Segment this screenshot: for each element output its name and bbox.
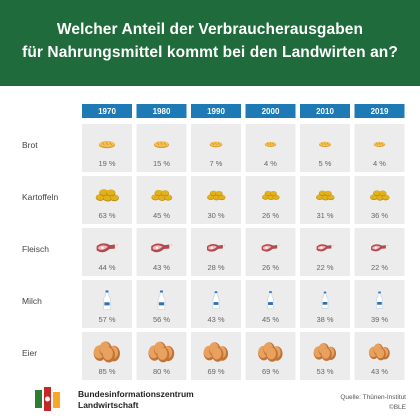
year-label-2010: 2010: [316, 107, 334, 116]
potato-icon: [262, 190, 280, 201]
year-tab-1990: [191, 104, 241, 118]
egg-icon: [148, 341, 175, 363]
meat-icon: [96, 243, 118, 253]
value-label: 56 %: [153, 315, 170, 324]
value-label: 39 %: [371, 315, 388, 324]
row-label-brot: Brot: [22, 140, 38, 150]
milk-bottle-icon: [212, 291, 220, 310]
cell-background: [245, 228, 296, 276]
value-label: 7 %: [210, 159, 223, 168]
cell-background: [300, 228, 350, 276]
value-label: 19 %: [98, 159, 115, 168]
meat-icon: [206, 244, 226, 252]
row-label-milch: Milch: [22, 296, 42, 306]
copyright-text: ©BLE: [388, 404, 406, 411]
value-label: 63 %: [98, 211, 115, 220]
value-label: 31 %: [316, 211, 333, 220]
value-label: 80 %: [153, 367, 170, 376]
meat-icon: [316, 244, 334, 252]
value-label: 22 %: [316, 263, 333, 272]
org-name-line-1: Bundesinformationszentrum: [78, 389, 194, 399]
cell-background: [191, 228, 241, 276]
year-label-1990: 1990: [207, 107, 225, 116]
value-label: 85 %: [98, 367, 115, 376]
value-label: 69 %: [262, 367, 279, 376]
egg-icon: [368, 343, 390, 361]
page-title-line-1: Welcher Anteil der Verbraucherausgaben: [56, 21, 364, 38]
milk-bottle-icon: [321, 291, 329, 309]
value-label: 4 %: [373, 159, 386, 168]
value-label: 43 %: [371, 367, 388, 376]
value-label: 26 %: [262, 263, 279, 272]
value-label: 15 %: [153, 159, 170, 168]
egg-icon: [203, 342, 229, 362]
cell-background: [82, 228, 132, 276]
potato-icon: [207, 190, 226, 201]
cell-background: [354, 124, 405, 172]
egg-icon: [93, 341, 120, 363]
year-label-1970: 1970: [98, 107, 116, 116]
value-label: 4 %: [264, 159, 277, 168]
ble-logo-icon: [35, 387, 60, 411]
year-tab-2010: [300, 104, 350, 118]
row-label-kartoffeln: Kartoffeln: [22, 192, 59, 202]
potato-icon: [316, 190, 335, 201]
cell-background: [191, 124, 241, 172]
milk-bottle-icon: [103, 290, 111, 310]
value-label: 43 %: [153, 263, 170, 272]
cell-background: [354, 228, 405, 276]
bread-icon: [153, 141, 170, 149]
value-label: 44 %: [98, 263, 115, 272]
value-label: 45 %: [153, 211, 170, 220]
milk-bottle-icon: [157, 290, 166, 310]
bread-icon: [373, 141, 386, 147]
value-label: 5 %: [319, 159, 332, 168]
potato-icon: [370, 190, 390, 201]
value-label: 53 %: [316, 367, 333, 376]
potato-icon: [95, 189, 119, 202]
year-tab-2019: [354, 104, 405, 118]
year-label-2019: 2019: [371, 107, 389, 116]
page-title-line-2: für Nahrungsmittel kommt bei den Landwir…: [22, 44, 398, 61]
egg-icon: [313, 343, 337, 361]
meat-icon: [261, 244, 280, 252]
value-label: 22 %: [371, 263, 388, 272]
value-label: 28 %: [207, 263, 224, 272]
year-tab-2000: [245, 104, 296, 118]
value-label: 45 %: [262, 315, 279, 324]
bread-icon: [319, 141, 331, 148]
cell-background: [300, 124, 350, 172]
milk-bottle-icon: [266, 291, 275, 310]
bread-icon: [98, 140, 116, 149]
value-label: 57 %: [98, 315, 115, 324]
milk-bottle-icon: [376, 291, 383, 309]
value-label: 69 %: [207, 367, 224, 376]
egg-icon: [258, 342, 283, 362]
value-label: 38 %: [316, 315, 333, 324]
value-label: 30 %: [207, 211, 224, 220]
year-label-1980: 1980: [153, 107, 171, 116]
year-label-2000: 2000: [262, 107, 280, 116]
value-label: 36 %: [371, 211, 388, 220]
meat-icon: [151, 243, 172, 253]
header-banner: Welcher Anteil der Verbraucherausgaben f…: [0, 0, 420, 86]
org-name-line-2: Landwirtschaft: [78, 400, 139, 410]
year-tab-1970: [82, 104, 132, 118]
value-label: 26 %: [262, 211, 279, 220]
source-text: Quelle: Thünen-Institut: [340, 394, 406, 401]
year-tab-1980: [136, 104, 187, 118]
bread-icon: [264, 141, 277, 147]
row-label-fleisch: Fleisch: [22, 244, 49, 254]
value-label: 43 %: [207, 315, 224, 324]
potato-icon: [151, 189, 173, 201]
meat-icon: [371, 244, 388, 252]
row-label-eier: Eier: [22, 348, 37, 358]
cell-background: [136, 228, 187, 276]
bread-icon: [209, 141, 223, 148]
cell-background: [245, 124, 296, 172]
